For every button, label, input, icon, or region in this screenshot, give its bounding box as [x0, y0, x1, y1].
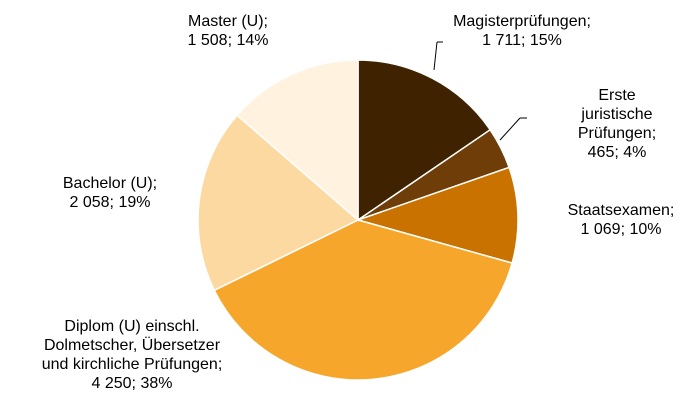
- pie-slice: [197, 114, 360, 292]
- value-label: 1 711; 15%: [482, 32, 562, 49]
- pie-slice: [236, 59, 359, 222]
- value-label: 4 250; 38%: [91, 375, 173, 392]
- value-label: 1 069; 10%: [580, 221, 662, 238]
- slice-label: Diplom (U) einschl. Dolmetscher, Überset…: [42, 317, 223, 393]
- slice-label: Magisterprüfungen; 1 711; 15%: [453, 12, 591, 50]
- slice-label: Staatsexamen; 1 069; 10%: [568, 201, 675, 239]
- category-label: Erste juristische Prüfungen;: [577, 87, 657, 142]
- category-label: Diplom (U) einschl. Dolmetscher, Überset…: [41, 318, 223, 373]
- slice-label: Master (U); 1 508; 14%: [188, 12, 269, 50]
- category-label: Magisterprüfungen;: [453, 13, 591, 30]
- category-label: Staatsexamen;: [567, 202, 675, 219]
- slice-label: Erste juristische Prüfungen; 465; 4%: [577, 86, 658, 162]
- pie-slice: [357, 59, 492, 222]
- pie-slice: [213, 219, 514, 381]
- slice-label: Bachelor (U); 2 058; 19%: [63, 174, 157, 212]
- value-label: 2 058; 19%: [69, 194, 151, 211]
- leader-line: [499, 117, 521, 141]
- value-label: 1 508; 14%: [187, 32, 269, 49]
- category-label: Bachelor (U);: [62, 175, 158, 192]
- pie-slice: [355, 166, 519, 264]
- category-label: Master (U);: [187, 13, 268, 30]
- leader-line: [433, 41, 438, 71]
- value-label: 465; 4%: [587, 144, 647, 161]
